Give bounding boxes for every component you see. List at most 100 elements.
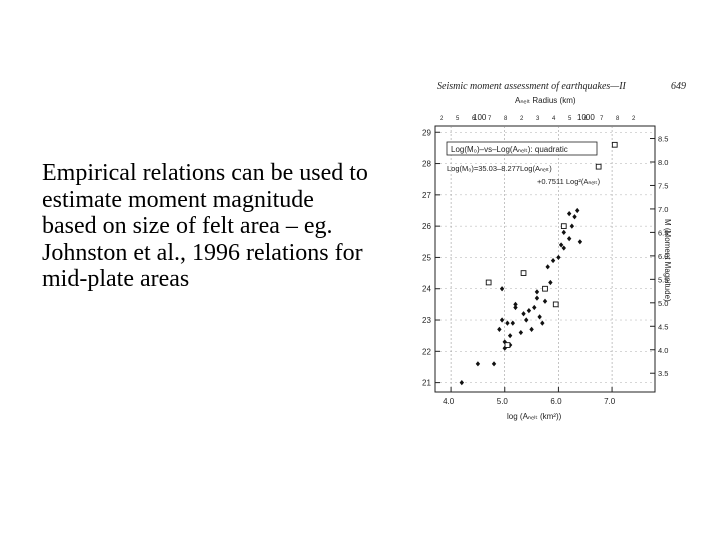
data-point-square	[595, 163, 602, 170]
data-point-diamond	[475, 361, 481, 367]
equation-line-1: Log(M₀)=35.03–8.277Log(Aₙₑₗₜ)	[447, 164, 552, 173]
data-point-diamond	[510, 320, 516, 326]
x-tick-label: 7.0	[604, 397, 616, 406]
data-point-diamond	[548, 279, 553, 286]
data-point-diamond	[526, 308, 532, 314]
data-point-diamond	[572, 214, 577, 220]
top-axis-minor-tick: 8	[616, 116, 620, 122]
data-point-diamond	[513, 301, 518, 307]
top-axis-minor-tick: 5	[456, 116, 460, 122]
top-axis-tick-1000: 1000	[577, 113, 595, 122]
bottom-axis-ticks: 4.0 5.0 6.0 7.0	[443, 387, 616, 406]
data-point-diamond	[540, 320, 545, 326]
top-axis-minor-tick: 2	[632, 116, 636, 122]
slide-body-text: Empirical relations can be used to estim…	[42, 160, 368, 292]
data-point-diamond	[574, 207, 580, 214]
figure-svg: Seismic moment assessment of earthquakes…	[422, 81, 686, 421]
y-tick-label: 25	[422, 253, 431, 262]
y2-tick-label: 6.5	[658, 228, 668, 237]
y2-tick-label: 8.5	[658, 135, 668, 144]
y-tick-label: 26	[422, 222, 431, 231]
y-tick-label: 24	[422, 285, 431, 294]
top-axis-minor-tick: 6	[472, 116, 476, 122]
data-point-diamond	[497, 326, 502, 333]
figure-running-header: Seismic moment assessment of earthquakes…	[437, 81, 627, 92]
data-point-diamond	[569, 223, 575, 229]
top-axis-minor-tick: 5	[568, 116, 572, 122]
x-tick-label: 6.0	[550, 397, 562, 406]
data-point-diamond	[499, 286, 505, 292]
plot-frame	[434, 125, 656, 393]
data-point-square	[611, 141, 618, 148]
left-axis-ticks: 29 28 27 26 25 24 23 22 21	[422, 128, 440, 388]
data-point-diamond	[524, 317, 529, 323]
y-tick-label: 29	[422, 128, 431, 137]
data-point-diamond	[521, 311, 526, 317]
data-point-square	[504, 342, 511, 348]
y-tick-label: 28	[422, 160, 431, 169]
data-points	[459, 141, 618, 386]
data-point-diamond	[545, 264, 550, 270]
data-point-diamond	[561, 245, 566, 251]
data-point-diamond	[507, 333, 513, 339]
data-point-diamond	[556, 254, 561, 261]
seismic-figure: Seismic moment assessment of earthquakes…	[395, 74, 695, 424]
top-axis-tick-100: 100	[473, 113, 487, 122]
data-point-diamond	[459, 380, 465, 386]
data-point-diamond	[558, 242, 564, 248]
data-point-square	[542, 285, 548, 292]
data-point-square	[552, 301, 559, 308]
legend-box	[446, 141, 598, 156]
y2-tick-label: 6.0	[658, 252, 668, 261]
y-tick-label: 23	[422, 316, 431, 325]
y2-tick-label: 4.5	[658, 322, 668, 331]
data-point-diamond	[542, 298, 548, 304]
data-point-square	[485, 279, 492, 286]
data-point-diamond	[532, 304, 537, 311]
x-tick-label: 5.0	[497, 397, 509, 406]
data-point-diamond	[491, 361, 497, 367]
top-axis-label: Aₙₑₗₜ Radius (km)	[515, 96, 576, 105]
data-point-diamond	[561, 229, 566, 235]
top-axis-minor-tick: 4	[552, 116, 556, 122]
y2-tick-label: 5.5	[658, 275, 668, 284]
y-tick-label: 21	[422, 379, 431, 388]
top-axis-minor-tick: 7	[600, 116, 604, 122]
data-point-diamond	[566, 236, 572, 242]
data-point-square	[520, 270, 527, 276]
data-point-diamond	[566, 211, 572, 217]
y2-tick-label: 4.0	[658, 346, 668, 355]
x-tick-label: 4.0	[443, 397, 455, 406]
y2-tick-label: 5.0	[658, 299, 668, 308]
data-point-diamond	[577, 239, 583, 245]
top-axis-minor-tick: 7	[488, 116, 492, 122]
top-axis-minor-ticks: 2 5 6 7 8 2 3 4 5 6 7 8 2	[440, 116, 636, 122]
data-point-diamond	[513, 304, 518, 311]
top-axis-minor-tick: 2	[440, 116, 444, 122]
top-axis-minor-tick: 8	[504, 116, 508, 122]
data-point-diamond	[534, 295, 540, 301]
figure-page-number: 649	[671, 81, 686, 92]
data-point-diamond	[529, 326, 534, 333]
y2-tick-label: 7.5	[658, 181, 668, 190]
y2-tick-label: 3.5	[658, 369, 668, 378]
top-axis-minor-tick: 3	[536, 116, 540, 122]
equation-line-2: +0.7511 Log²(Aₙₑₗₜ)	[537, 177, 601, 186]
data-point-diamond	[534, 289, 540, 295]
top-axis-minor-tick: 6	[584, 116, 588, 122]
data-point-diamond	[499, 317, 505, 323]
data-point-square	[560, 223, 567, 229]
y-tick-label: 22	[422, 347, 431, 356]
right-axis-ticks: 8.5 8.0 7.5 7.0 6.5 6.0 5.5 5.0 4.5 4.0 3.5	[650, 135, 668, 378]
top-axis-minor-tick: 2	[520, 116, 524, 122]
data-point-diamond	[518, 329, 524, 336]
x-axis-label: log (Aₙₑₗₜ (km²))	[507, 412, 562, 421]
y2-tick-label: 8.0	[658, 158, 668, 167]
legend-text: Log(M₀)–vs–Log(Aₙₑₗₜ): quadratic	[451, 145, 568, 154]
data-point-diamond	[550, 257, 556, 264]
data-point-diamond	[537, 314, 542, 320]
y2-tick-label: 7.0	[658, 205, 668, 214]
data-point-diamond	[505, 320, 510, 326]
y-tick-label: 27	[422, 191, 431, 200]
right-axis-label: M (Moment Magnitude)	[663, 219, 672, 302]
